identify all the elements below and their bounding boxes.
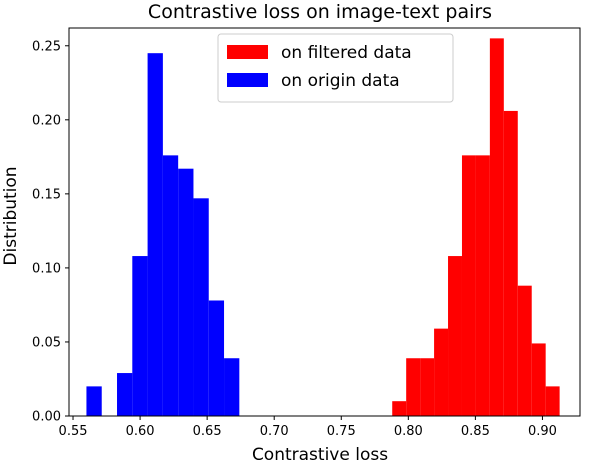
y-tick-label-0: 0.00 [32,410,61,425]
bar-filtered-3 [434,328,449,416]
chart-title: Contrastive loss on image-text pairs [148,1,492,23]
legend-label-origin: on origin data [281,71,400,91]
legend-box [217,33,454,103]
axes-layer: 0.55 0.60 0.65 0.70 0.75 0.80 0.85 0.90 0.00 0.05… [32,27,581,439]
x-tick-label-5: 0.80 [394,424,423,439]
bar-filtered-6 [475,155,490,417]
bar-filtered-5 [461,155,476,417]
bar-filtered-4 [448,256,462,416]
bar-origin-4 [147,53,163,417]
y-tick-label-2: 0.10 [32,261,61,276]
legend-swatch-filtered [227,45,268,59]
bar-origin-6 [178,168,194,416]
bar-origin-5 [162,155,179,417]
bar-origin-2 [117,373,133,416]
legend-swatch-origin [227,73,268,87]
x-axis-label: Contrastive loss [252,445,388,464]
bar-filtered-1 [406,358,421,416]
x-tick-label-2: 0.65 [193,424,222,439]
bars-layer [86,38,560,417]
bar-origin-9 [224,358,240,416]
bar-filtered-2 [420,358,435,416]
legend-label-filtered: on filtered data [281,43,412,63]
y-tick-label-5: 0.25 [32,39,61,54]
bar-filtered-7 [489,38,504,417]
bar-origin-3 [132,256,148,416]
y-tick-label-3: 0.15 [32,187,61,202]
plot-frame [68,27,581,417]
bar-origin-0 [86,386,102,416]
x-tick-label-4: 0.75 [327,424,356,439]
y-tick-label-4: 0.20 [32,113,61,128]
bar-filtered-0 [392,401,407,416]
y-tick-label-1: 0.05 [32,335,61,350]
bar-filtered-9 [517,285,532,416]
bar-filtered-8 [503,110,518,417]
bar-filtered-10 [531,343,546,416]
bar-filtered-11 [545,386,560,416]
y-axis-label: Distribution [1,166,21,265]
x-tick-label-6: 0.85 [461,424,490,439]
x-tick-label-3: 0.70 [260,424,289,439]
bar-origin-8 [208,300,225,416]
x-tick-label-7: 0.90 [528,424,557,439]
x-tick-label-0: 0.55 [59,424,88,439]
bar-origin-7 [193,198,209,416]
legend: on filtered data on origin data [217,33,454,103]
x-tick-label-1: 0.60 [126,424,155,439]
